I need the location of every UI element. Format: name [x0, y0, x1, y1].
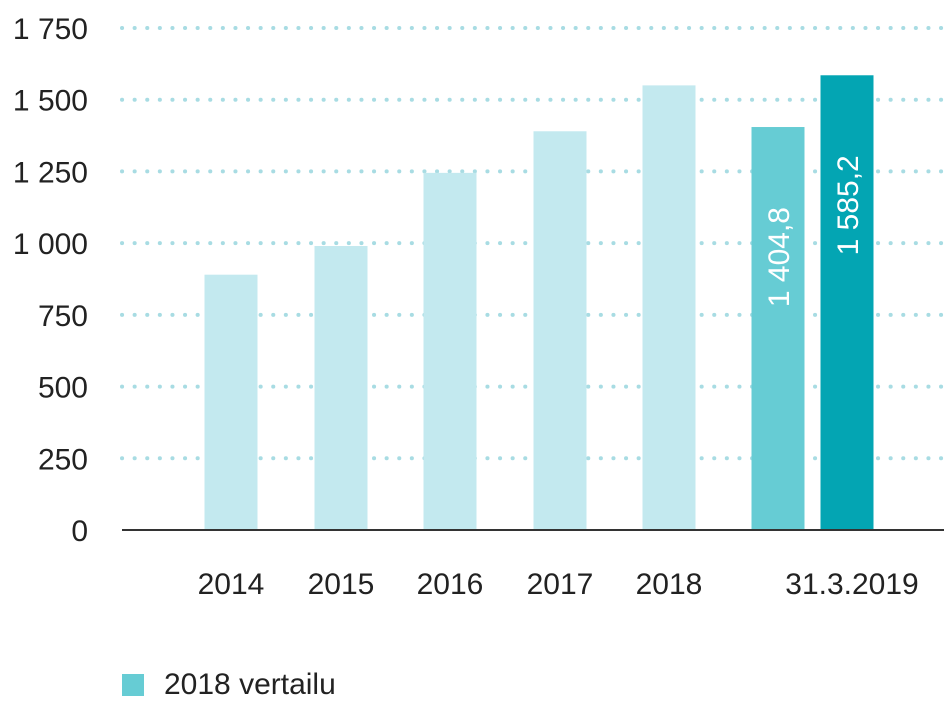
x-tick-label: 2017 — [527, 568, 594, 601]
bar — [751, 127, 805, 531]
bar — [533, 131, 587, 531]
bar — [820, 75, 874, 531]
y-tick-label: 1 000 — [13, 228, 88, 261]
y-tick-label: 0 — [71, 515, 88, 548]
bars — [204, 75, 874, 531]
y-tick-label: 1 500 — [13, 85, 88, 118]
y-tick-label: 1 250 — [13, 156, 88, 189]
data-labels: 1 404,8 1 585,2 — [763, 155, 865, 307]
x-tick-label: 31.3.2019 — [785, 568, 918, 601]
bar — [314, 246, 368, 531]
y-axis-ticks: 0 250 500 750 1 000 1 250 1 500 1 750 — [13, 13, 88, 548]
y-tick-label: 500 — [38, 372, 88, 405]
legend-swatch — [122, 674, 144, 696]
legend-label: 2018 vertailu — [164, 668, 336, 701]
y-tick-label: 750 — [38, 300, 88, 333]
bar — [423, 172, 477, 530]
x-tick-label: 2016 — [417, 568, 484, 601]
x-tick-label: 2018 — [636, 568, 703, 601]
bar — [204, 274, 258, 530]
data-label: 1 585,2 — [832, 155, 865, 255]
y-tick-label: 250 — [38, 443, 88, 476]
bar — [642, 85, 696, 530]
x-axis-ticks: 2014 2015 2016 2017 2018 31.3.2019 — [198, 568, 919, 601]
legend: 2018 vertailu — [122, 668, 336, 702]
data-label: 1 404,8 — [763, 207, 796, 307]
gridlines — [120, 26, 944, 461]
y-tick-label: 1 750 — [13, 13, 88, 46]
x-tick-label: 2015 — [308, 568, 375, 601]
x-tick-label: 2014 — [198, 568, 265, 601]
